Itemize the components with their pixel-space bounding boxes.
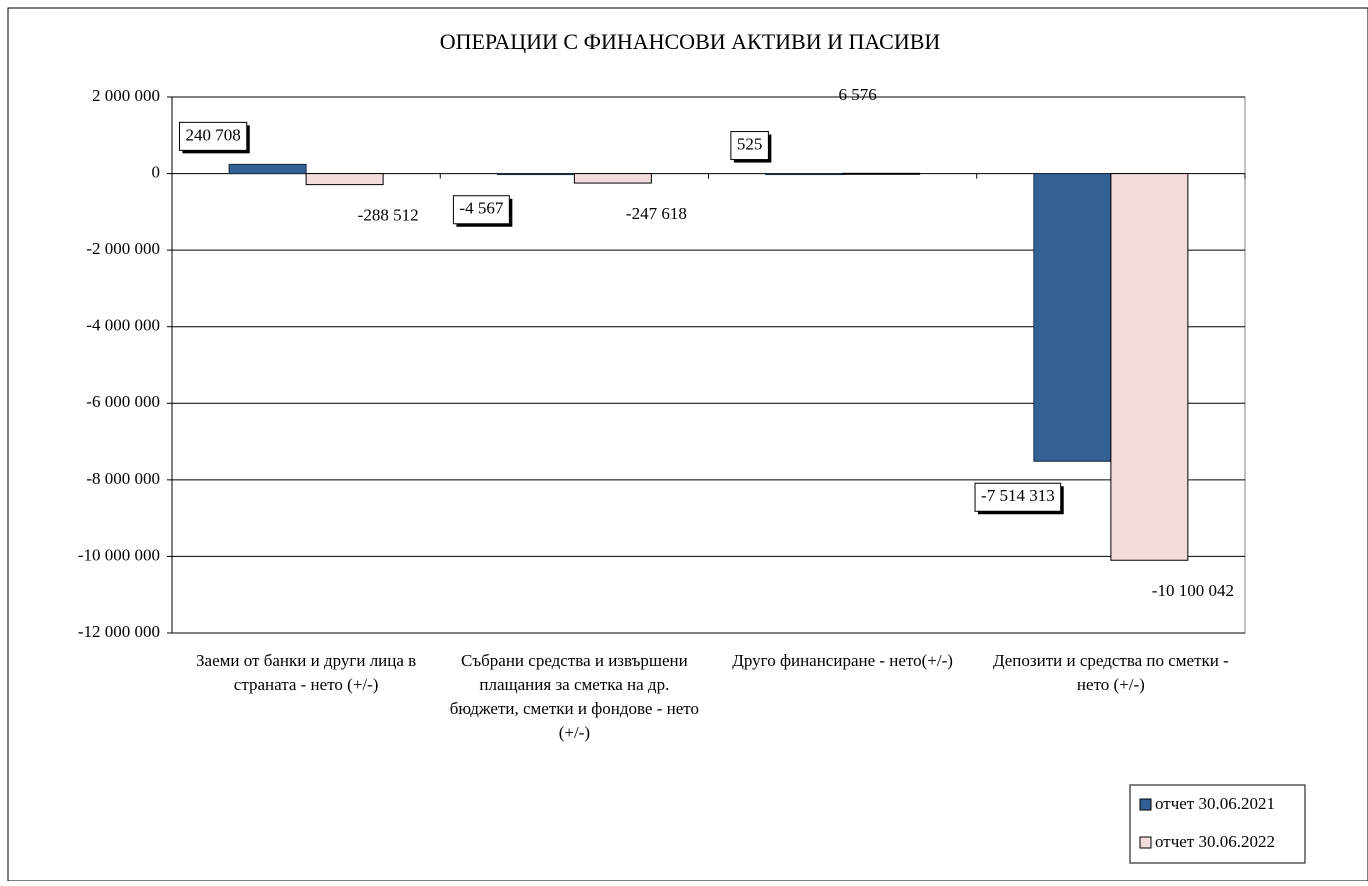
legend-swatch	[1139, 798, 1152, 811]
data-label-box	[974, 482, 1062, 512]
y-tick-label: -6 000 000	[86, 392, 160, 411]
x-tick-label: Заеми от банки и други лица в страната - …	[196, 651, 416, 694]
bar	[496, 173, 575, 176]
data-label: -247 618	[626, 204, 687, 223]
bar	[765, 173, 844, 176]
bar	[842, 172, 921, 175]
x-tick-label: Депозити и средства по сметки -нето (+/-…	[993, 651, 1229, 694]
x-tick-label: Друго финансиране - нето(+/-)	[732, 651, 953, 670]
chart-title: ОПЕРАЦИИ С ФИНАНСОВИ АКТИВИ И ПАСИВИ	[440, 29, 941, 54]
legend-label: отчет 30.06.2022	[1155, 832, 1275, 851]
legend-label: отчет 30.06.2021	[1155, 794, 1275, 813]
data-label: -7 514 313	[981, 486, 1055, 505]
data-label: 525	[737, 134, 763, 153]
y-tick-label: -2 000 000	[86, 239, 160, 258]
data-label: -288 512	[358, 206, 419, 225]
legend-swatch	[1139, 836, 1152, 849]
y-tick-label: 2 000 000	[92, 86, 160, 105]
bar	[305, 173, 384, 186]
data-label: -10 100 042	[1152, 581, 1234, 600]
x-tick-label: Събрани средства и извършени плащания за …	[450, 651, 699, 742]
data-label: 240 708	[186, 125, 241, 144]
data-label: 6 576	[839, 85, 877, 104]
legend-box	[1129, 784, 1306, 864]
y-tick-label: -10 000 000	[78, 545, 160, 564]
bar	[1110, 173, 1189, 561]
y-tick-label: -4 000 000	[86, 316, 160, 335]
y-tick-label: -12 000 000	[78, 622, 160, 641]
data-label-box	[179, 121, 248, 151]
bar	[228, 163, 307, 175]
y-tick-label: 0	[152, 162, 161, 181]
data-label-box	[452, 195, 510, 225]
y-tick-label: -8 000 000	[86, 469, 160, 488]
bar	[1033, 173, 1112, 462]
data-label: -4 567	[459, 199, 503, 218]
bar	[573, 173, 652, 184]
data-label-box	[730, 131, 769, 161]
